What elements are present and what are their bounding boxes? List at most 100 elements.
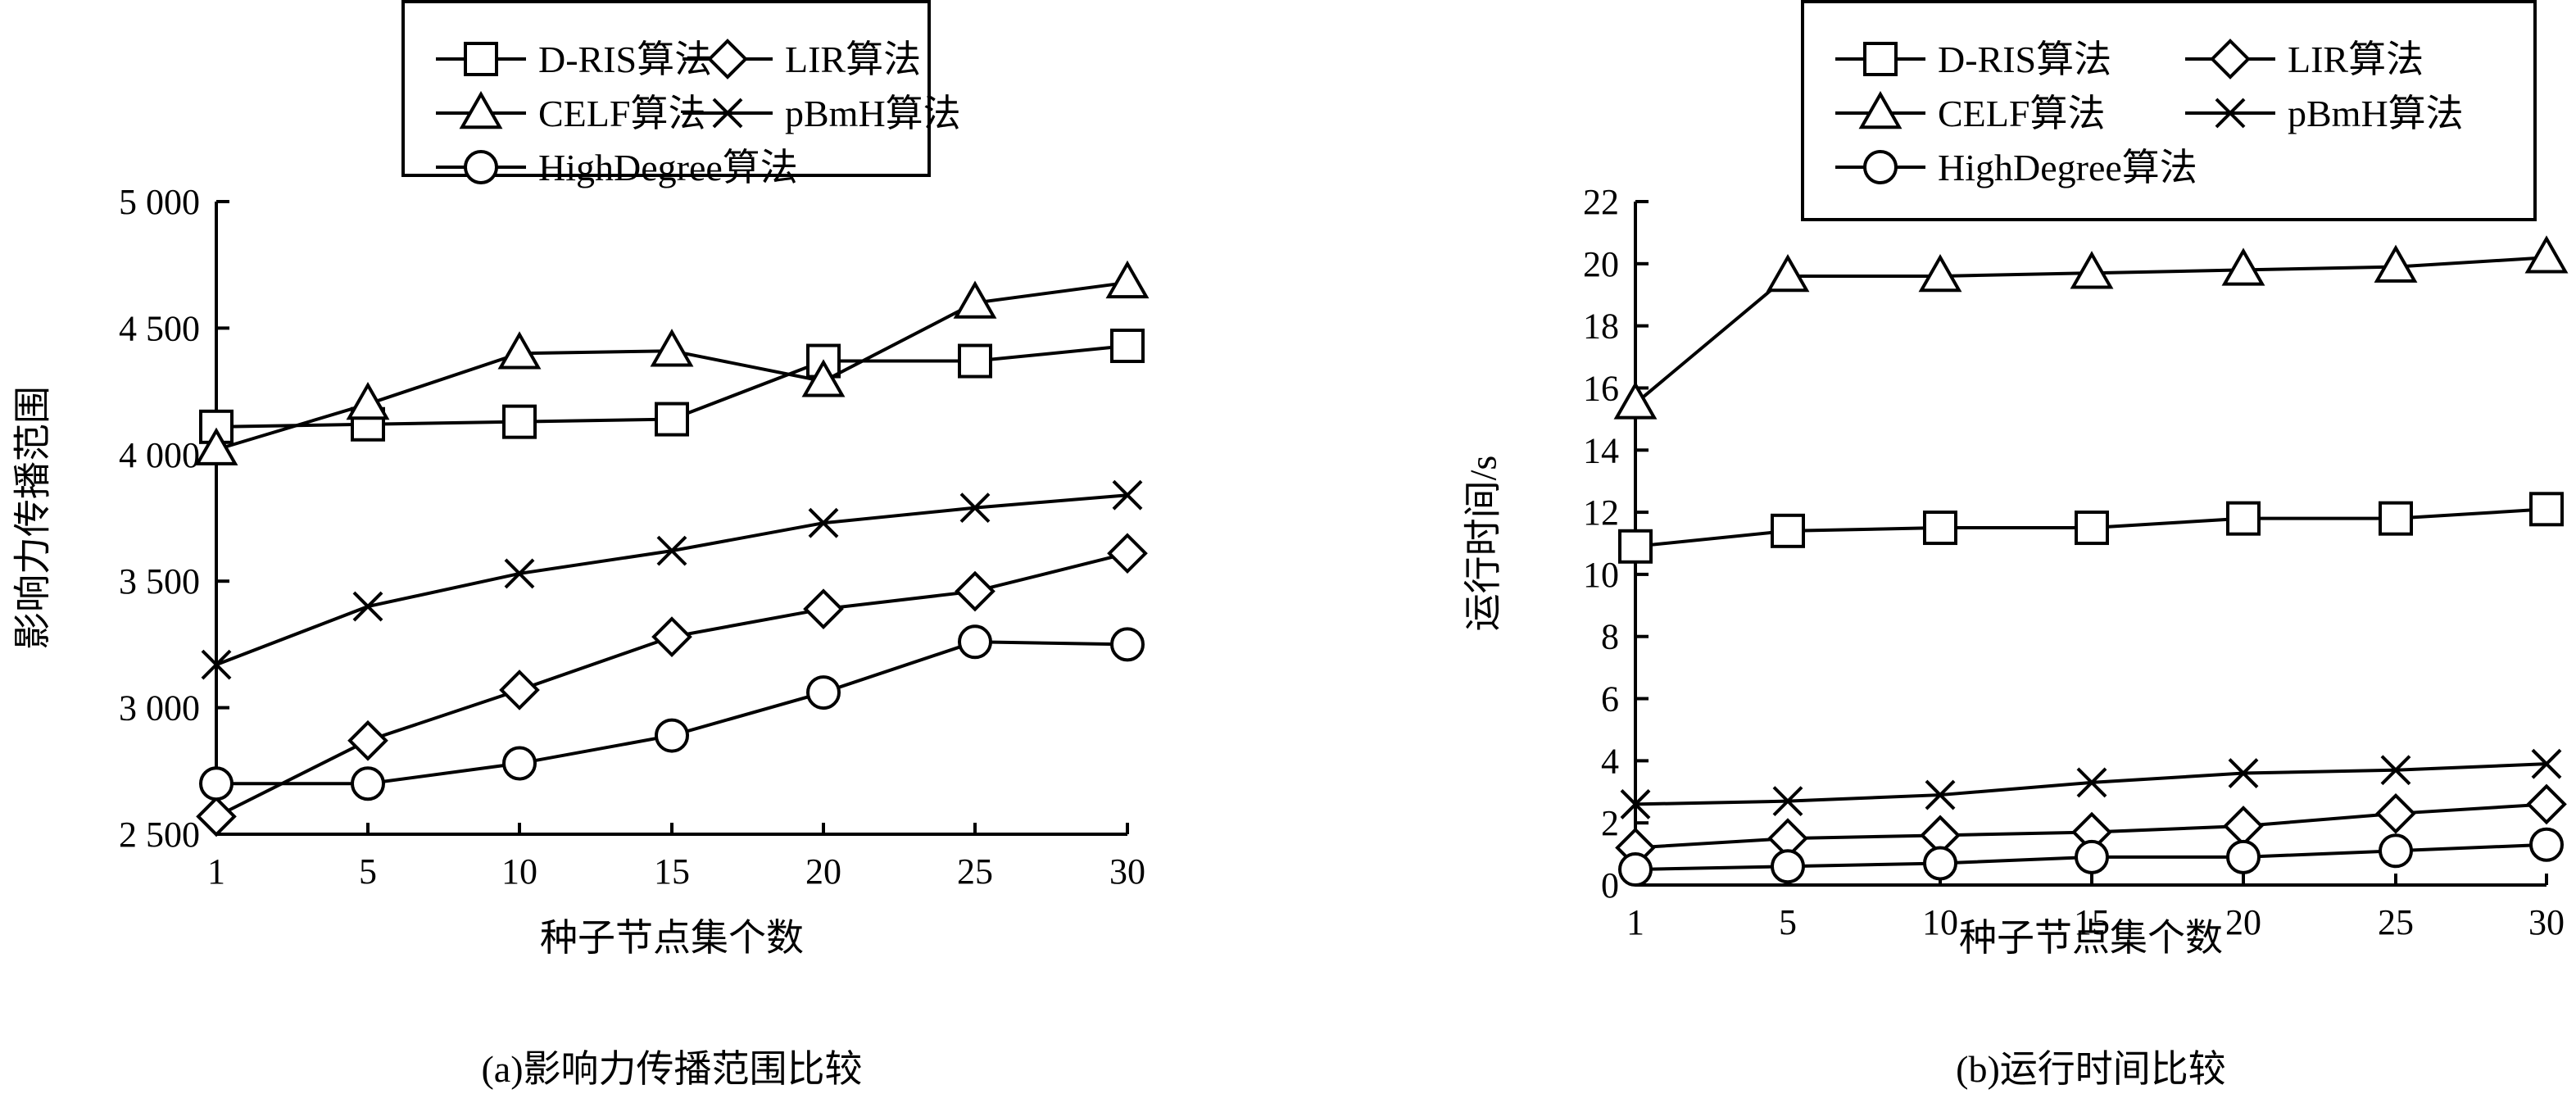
y-tick-label: 4 500: [119, 308, 200, 348]
data-point-square: [1771, 513, 1805, 548]
legend-marker-diamond: [2210, 39, 2251, 79]
data-point-circle: [2075, 839, 2109, 874]
x-tick-label: 10: [501, 851, 537, 892]
x-tick-label: 15: [2074, 902, 2110, 942]
data-point-square: [1618, 529, 1653, 564]
data-point-diamond: [803, 588, 844, 629]
legend-label: LIR算法: [785, 39, 921, 80]
y-tick-label: 16: [1583, 368, 1619, 408]
data-point-circle: [2379, 833, 2413, 869]
data-point-diamond: [2375, 792, 2416, 834]
x-tick-label: 5: [359, 851, 377, 892]
data-point-triangle: [801, 359, 846, 397]
legend-label: CELF算法: [1938, 93, 2105, 134]
data-point-cross: [1620, 789, 1651, 819]
data-point-triangle: [650, 329, 694, 367]
y-tick-label: 20: [1583, 244, 1619, 284]
y-tick-label: 3 500: [119, 561, 200, 601]
series-line-circle: [216, 640, 1128, 786]
y-tick-label: 4: [1601, 741, 1619, 781]
legend-marker-circle: [1863, 150, 1898, 184]
y-tick-label: 3 000: [119, 688, 200, 729]
data-point-diamond: [2223, 806, 2264, 847]
data-point-triangle: [2374, 244, 2418, 283]
data-point-diamond: [196, 796, 237, 837]
y-axis-label: 影响力传播范围: [12, 386, 54, 650]
chart-caption: (b)运行时间比较: [1956, 1048, 2226, 1090]
data-point-circle: [1771, 849, 1805, 884]
data-point-triangle: [1613, 381, 1658, 420]
data-point-square: [2379, 501, 2413, 536]
legend-marker-triangle: [459, 90, 503, 129]
data-point-triangle: [194, 427, 238, 465]
data-point-diamond: [2526, 783, 2567, 825]
data-point-circle: [806, 675, 841, 710]
data-point-circle: [351, 766, 385, 801]
data-point-square: [2226, 501, 2261, 536]
x-tick-label: 20: [2225, 902, 2261, 942]
data-point-circle: [1618, 852, 1653, 887]
data-point-circle: [199, 766, 234, 801]
data-point-triangle: [2070, 251, 2114, 289]
data-point-cross: [2076, 767, 2107, 798]
y-tick-label: 8: [1601, 617, 1619, 657]
x-tick-label: 25: [957, 851, 993, 892]
data-point-circle: [2529, 827, 2564, 862]
data-point-cross: [1112, 479, 1143, 511]
data-point-cross: [504, 558, 535, 589]
data-point-triangle: [2221, 247, 2265, 286]
x-tick-label: 25: [2378, 902, 2414, 942]
data-point-square: [502, 404, 537, 439]
legend-label: LIR算法: [2288, 39, 2424, 80]
y-tick-label: 2: [1601, 803, 1619, 843]
data-point-triangle: [953, 280, 997, 319]
legend-marker-square: [464, 42, 498, 76]
data-point-diamond: [1107, 533, 1148, 574]
data-point-circle: [502, 746, 537, 781]
y-tick-label: 4 000: [119, 435, 200, 475]
data-point-square: [1110, 329, 1145, 364]
legend-label: HighDegree算法: [1938, 147, 2197, 188]
legend-box: [401, 0, 931, 177]
y-tick-label: 2 500: [119, 815, 200, 855]
data-point-cross: [352, 591, 383, 622]
x-tick-label: 30: [2528, 902, 2565, 942]
x-tick-label: 1: [207, 851, 225, 892]
data-point-square: [2075, 511, 2109, 546]
data-point-cross: [2380, 755, 2411, 786]
data-point-triangle: [1918, 253, 1962, 293]
data-point-circle: [2226, 839, 2261, 874]
data-point-cross: [2228, 758, 2259, 788]
data-point-square: [958, 343, 992, 379]
data-point-triangle: [346, 382, 390, 420]
legend-label: CELF算法: [538, 93, 705, 134]
data-point-cross: [201, 649, 232, 680]
data-point-diamond: [651, 616, 692, 657]
data-point-diamond: [499, 670, 540, 710]
legend-label: pBmH算法: [785, 93, 961, 134]
data-point-triangle: [497, 331, 542, 370]
x-tick-label: 30: [1109, 851, 1145, 892]
data-point-cross: [2531, 748, 2562, 779]
data-point-triangle: [2524, 235, 2569, 274]
data-point-cross: [1925, 779, 1956, 810]
x-tick-label: 5: [1779, 902, 1797, 942]
legend-marker-triangle: [1858, 90, 1903, 129]
y-tick-label: 12: [1583, 492, 1619, 533]
legend-label: pBmH算法: [2288, 93, 2464, 134]
y-tick-label: 6: [1601, 679, 1619, 719]
x-tick-label: 1: [1626, 902, 1644, 942]
data-point-diamond: [347, 719, 388, 761]
legend-box: [1801, 0, 2537, 221]
legend-marker-cross: [2215, 98, 2246, 129]
data-point-square: [655, 402, 689, 437]
x-tick-label: 15: [654, 851, 690, 892]
legend-label: D-RIS算法: [1938, 39, 2111, 80]
data-point-circle: [958, 624, 992, 660]
data-point-circle: [655, 718, 689, 753]
data-point-circle: [1110, 627, 1145, 662]
x-tick-label: 10: [1922, 902, 1958, 942]
